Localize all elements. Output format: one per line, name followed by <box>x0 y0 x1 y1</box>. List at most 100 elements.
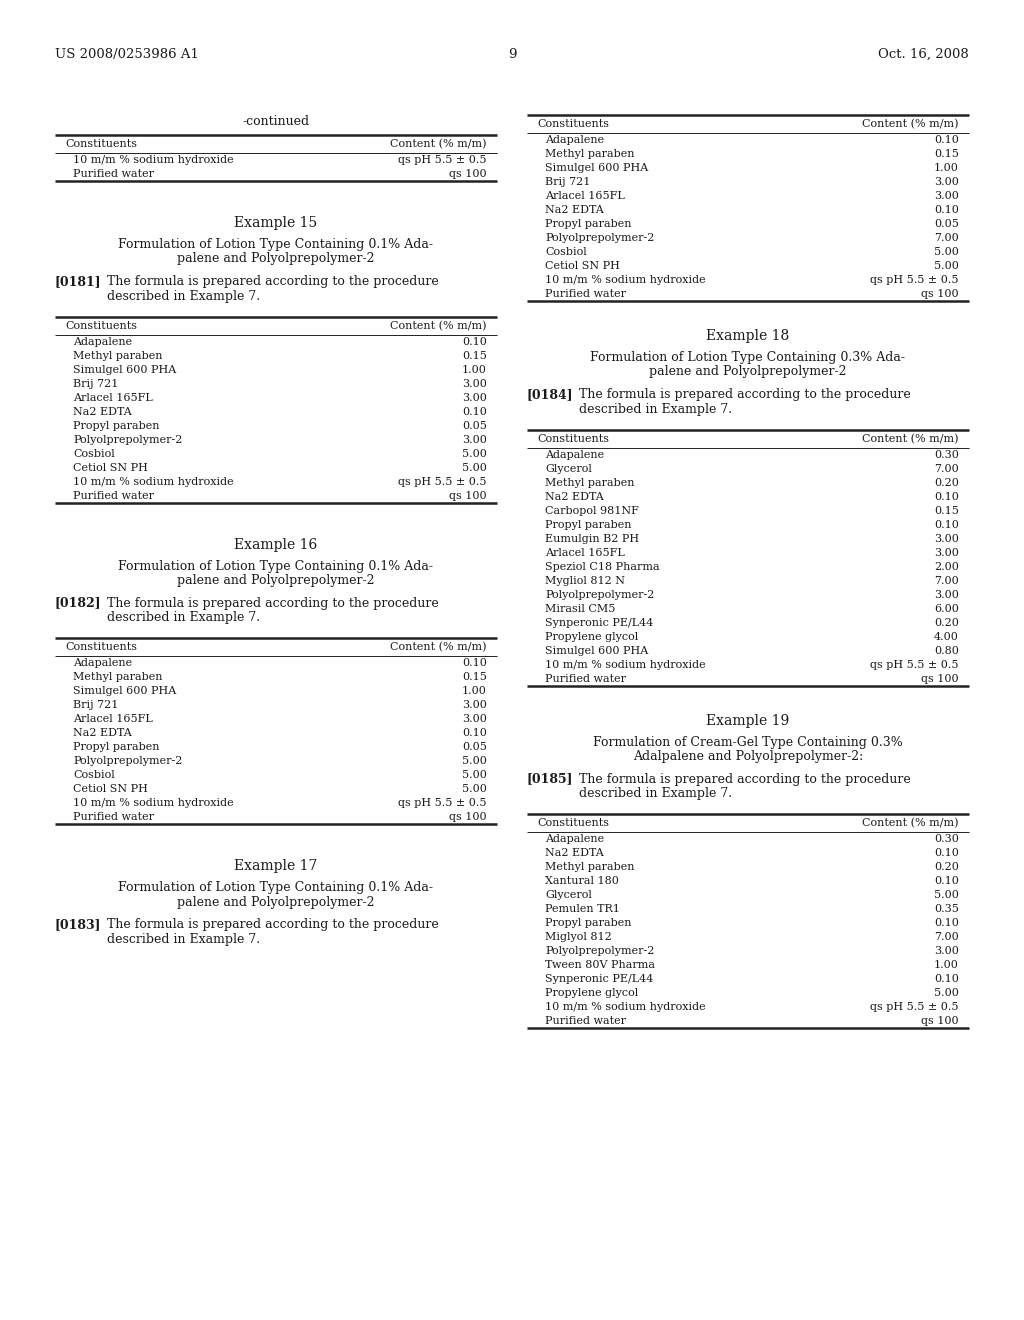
Text: 5.00: 5.00 <box>462 784 487 795</box>
Text: 7.00: 7.00 <box>934 932 959 942</box>
Text: Glycerol: Glycerol <box>545 891 592 900</box>
Text: Methyl paraben: Methyl paraben <box>545 862 635 873</box>
Text: Tween 80V Pharma: Tween 80V Pharma <box>545 961 655 970</box>
Text: 0.30: 0.30 <box>934 450 959 459</box>
Text: Na2 EDTA: Na2 EDTA <box>545 849 604 858</box>
Text: 1.00: 1.00 <box>934 162 959 173</box>
Text: 0.10: 0.10 <box>934 520 959 529</box>
Text: The formula is prepared according to the procedure
described in Example 7.: The formula is prepared according to the… <box>579 388 910 416</box>
Text: 3.00: 3.00 <box>934 177 959 187</box>
Text: Na2 EDTA: Na2 EDTA <box>73 729 132 738</box>
Text: 0.80: 0.80 <box>934 645 959 656</box>
Text: Formulation of Lotion Type Containing 0.1% Ada-: Formulation of Lotion Type Containing 0.… <box>119 560 433 573</box>
Text: Methyl paraben: Methyl paraben <box>73 351 163 360</box>
Text: 3.00: 3.00 <box>934 533 959 544</box>
Text: The formula is prepared according to the procedure
described in Example 7.: The formula is prepared according to the… <box>106 597 438 624</box>
Text: qs 100: qs 100 <box>450 491 487 500</box>
Text: Cosbiol: Cosbiol <box>545 247 587 257</box>
Text: 0.05: 0.05 <box>934 219 959 228</box>
Text: 5.00: 5.00 <box>934 891 959 900</box>
Text: [0185]: [0185] <box>527 772 573 785</box>
Text: qs 100: qs 100 <box>922 1016 959 1027</box>
Text: 10 m/m % sodium hydroxide: 10 m/m % sodium hydroxide <box>545 660 706 669</box>
Text: [0181]: [0181] <box>55 275 101 288</box>
Text: 0.10: 0.10 <box>462 729 487 738</box>
Text: 3.00: 3.00 <box>934 946 959 957</box>
Text: 0.10: 0.10 <box>934 919 959 928</box>
Text: 0.20: 0.20 <box>934 862 959 873</box>
Text: Formulation of Lotion Type Containing 0.1% Ada-: Formulation of Lotion Type Containing 0.… <box>119 882 433 895</box>
Text: Arlacel 165FL: Arlacel 165FL <box>73 714 153 725</box>
Text: Arlacel 165FL: Arlacel 165FL <box>545 548 625 557</box>
Text: qs pH 5.5 ± 0.5: qs pH 5.5 ± 0.5 <box>398 477 487 487</box>
Text: Simulgel 600 PHA: Simulgel 600 PHA <box>73 686 176 697</box>
Text: Brij 721: Brij 721 <box>73 701 119 710</box>
Text: Content (% m/m): Content (% m/m) <box>390 643 487 652</box>
Text: [0182]: [0182] <box>55 597 101 610</box>
Text: 7.00: 7.00 <box>934 463 959 474</box>
Text: Constituents: Constituents <box>65 643 137 652</box>
Text: qs pH 5.5 ± 0.5: qs pH 5.5 ± 0.5 <box>398 799 487 808</box>
Text: 2.00: 2.00 <box>934 562 959 572</box>
Text: Pemulen TR1: Pemulen TR1 <box>545 904 620 915</box>
Text: Formulation of Lotion Type Containing 0.3% Ada-: Formulation of Lotion Type Containing 0.… <box>591 351 905 364</box>
Text: palene and Polyolprepolymer-2: palene and Polyolprepolymer-2 <box>177 896 375 908</box>
Text: Constituents: Constituents <box>537 119 609 129</box>
Text: 3.00: 3.00 <box>462 701 487 710</box>
Text: 0.10: 0.10 <box>462 659 487 668</box>
Text: Brij 721: Brij 721 <box>545 177 591 187</box>
Text: palene and Polyolprepolymer-2: palene and Polyolprepolymer-2 <box>649 366 847 379</box>
Text: Glycerol: Glycerol <box>545 463 592 474</box>
Text: 0.05: 0.05 <box>462 742 487 752</box>
Text: 4.00: 4.00 <box>934 632 959 642</box>
Text: Constituents: Constituents <box>65 139 137 149</box>
Text: Na2 EDTA: Na2 EDTA <box>73 407 132 417</box>
Text: Purified water: Purified water <box>545 1016 626 1027</box>
Text: Propylene glycol: Propylene glycol <box>545 989 638 998</box>
Text: 10 m/m % sodium hydroxide: 10 m/m % sodium hydroxide <box>73 799 233 808</box>
Text: The formula is prepared according to the procedure
described in Example 7.: The formula is prepared according to the… <box>579 772 910 800</box>
Text: 0.10: 0.10 <box>934 876 959 887</box>
Text: Formulation of Cream-Gel Type Containing 0.3%: Formulation of Cream-Gel Type Containing… <box>593 735 903 748</box>
Text: 0.30: 0.30 <box>934 834 959 845</box>
Text: Polyolprepolymer-2: Polyolprepolymer-2 <box>545 590 654 599</box>
Text: Adapalene: Adapalene <box>73 659 132 668</box>
Text: 0.15: 0.15 <box>934 506 959 516</box>
Text: Synperonic PE/L44: Synperonic PE/L44 <box>545 974 653 985</box>
Text: Adapalene: Adapalene <box>545 135 604 145</box>
Text: Constituents: Constituents <box>537 818 609 829</box>
Text: Speziol C18 Pharma: Speziol C18 Pharma <box>545 562 659 572</box>
Text: Purified water: Purified water <box>73 812 154 822</box>
Text: Content (% m/m): Content (% m/m) <box>390 139 487 149</box>
Text: Purified water: Purified water <box>73 491 154 500</box>
Text: Oct. 16, 2008: Oct. 16, 2008 <box>879 48 969 61</box>
Text: 0.10: 0.10 <box>462 337 487 347</box>
Text: Purified water: Purified water <box>545 289 626 300</box>
Text: Mygliol 812 N: Mygliol 812 N <box>545 576 625 586</box>
Text: 0.05: 0.05 <box>462 421 487 430</box>
Text: 0.10: 0.10 <box>462 407 487 417</box>
Text: Methyl paraben: Methyl paraben <box>545 149 635 158</box>
Text: 3.00: 3.00 <box>934 191 959 201</box>
Text: Simulgel 600 PHA: Simulgel 600 PHA <box>545 162 648 173</box>
Text: 3.00: 3.00 <box>462 714 487 725</box>
Text: Cetiol SN PH: Cetiol SN PH <box>545 261 620 271</box>
Text: 0.10: 0.10 <box>934 492 959 502</box>
Text: Methyl paraben: Methyl paraben <box>73 672 163 682</box>
Text: 3.00: 3.00 <box>462 393 487 403</box>
Text: Cetiol SN PH: Cetiol SN PH <box>73 463 147 473</box>
Text: 5.00: 5.00 <box>462 449 487 459</box>
Text: Propyl paraben: Propyl paraben <box>545 520 632 529</box>
Text: Content (% m/m): Content (% m/m) <box>862 119 959 129</box>
Text: Purified water: Purified water <box>73 169 154 180</box>
Text: 5.00: 5.00 <box>462 771 487 780</box>
Text: Adalpalene and Polyolprepolymer-2:: Adalpalene and Polyolprepolymer-2: <box>633 750 863 763</box>
Text: 5.00: 5.00 <box>462 463 487 473</box>
Text: Adapalene: Adapalene <box>545 834 604 845</box>
Text: 5.00: 5.00 <box>934 261 959 271</box>
Text: The formula is prepared according to the procedure
described in Example 7.: The formula is prepared according to the… <box>106 275 438 302</box>
Text: 10 m/m % sodium hydroxide: 10 m/m % sodium hydroxide <box>73 154 233 165</box>
Text: 1.00: 1.00 <box>462 364 487 375</box>
Text: 0.20: 0.20 <box>934 618 959 628</box>
Text: -continued: -continued <box>243 115 309 128</box>
